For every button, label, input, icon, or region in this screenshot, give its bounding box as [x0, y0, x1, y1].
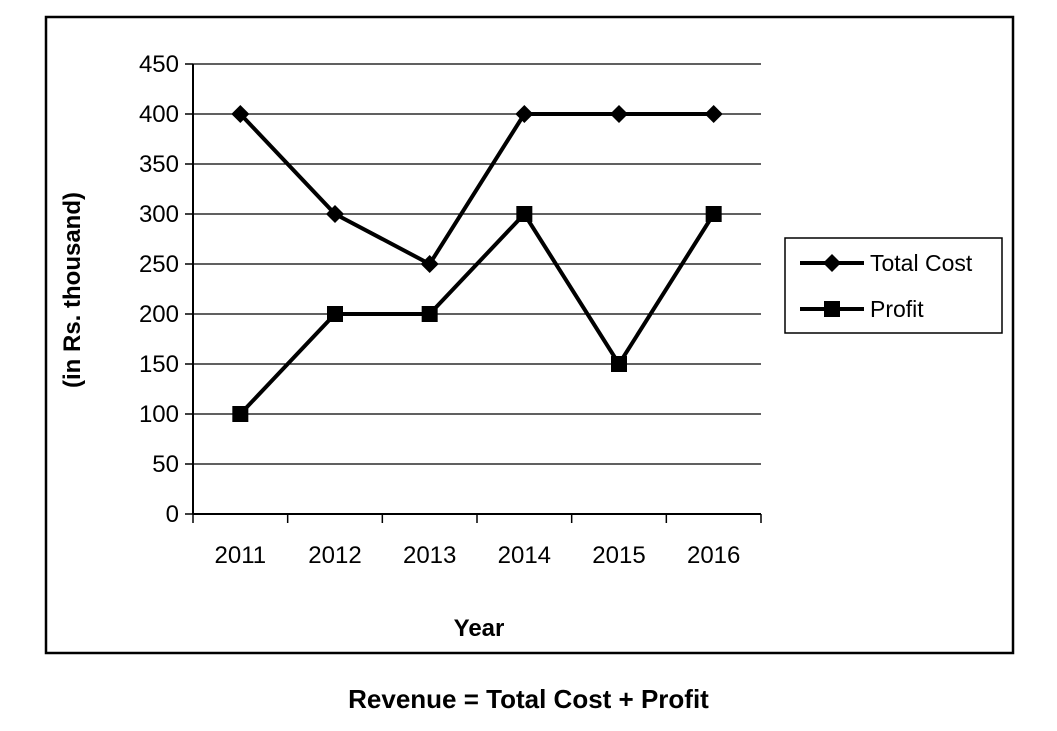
legend-entry-total-cost: Total Cost	[800, 250, 973, 276]
legend-label-total-cost: Total Cost	[870, 250, 973, 276]
y-tick-label-200: 200	[139, 301, 179, 328]
point-total-cost-2016	[704, 105, 723, 123]
y-tick-label-0: 0	[166, 501, 179, 528]
y-tick-labels: 0 50 100 150 200 250 300 350 400 450	[139, 51, 179, 528]
x-tick-label-2016: 2016	[687, 542, 740, 569]
x-tick-label-2014: 2014	[498, 542, 551, 569]
point-total-cost-2014	[515, 105, 534, 123]
chart-frame	[44, 15, 1015, 655]
x-tick-label-2012: 2012	[308, 542, 361, 569]
y-tick-label-150: 150	[139, 351, 179, 378]
point-total-cost-2013	[420, 255, 439, 273]
x-tick-label-2011: 2011	[215, 542, 267, 569]
legend-label-profit: Profit	[870, 296, 924, 322]
x-tick-label-2013: 2013	[403, 542, 456, 569]
y-axis-title: (in Rs. thousand)	[59, 192, 86, 388]
y-tick-label-300: 300	[139, 201, 179, 228]
series-layer	[231, 105, 723, 422]
series-line-total-cost	[238, 112, 714, 267]
point-profit-2014	[516, 206, 533, 222]
point-total-cost-2012	[326, 205, 344, 223]
x-tick-label-2015: 2015	[592, 542, 645, 569]
point-total-cost-2011	[231, 105, 250, 123]
legend-box	[784, 237, 1003, 334]
y-tick-label-400: 400	[139, 101, 179, 128]
x-tick-labels: 2011 2012 2013 2014 2015 2016	[215, 542, 741, 569]
legend-diamond-marker	[823, 254, 841, 272]
point-profit-2011	[232, 406, 249, 422]
point-profit-2015	[611, 356, 627, 372]
footer-note: Revenue = Total Cost + Profit	[348, 684, 709, 714]
point-profit-2013	[421, 306, 438, 322]
point-profit-2012	[327, 306, 343, 322]
series-line-profit	[238, 210, 716, 416]
y-tick-label-250: 250	[139, 251, 179, 278]
legend-square-marker	[824, 301, 840, 317]
gridlines	[193, 63, 761, 465]
x-axis-title: Year	[454, 615, 505, 642]
point-profit-2016	[705, 206, 722, 222]
y-tick-label-450: 450	[139, 51, 179, 78]
y-tick-label-50: 50	[152, 451, 179, 478]
legend: Total Cost Profit	[784, 237, 1003, 334]
y-tick-label-350: 350	[139, 151, 179, 178]
point-total-cost-2015	[610, 105, 628, 123]
legend-entry-profit: Profit	[800, 296, 924, 322]
axes	[185, 63, 762, 523]
y-tick-label-100: 100	[139, 401, 179, 428]
